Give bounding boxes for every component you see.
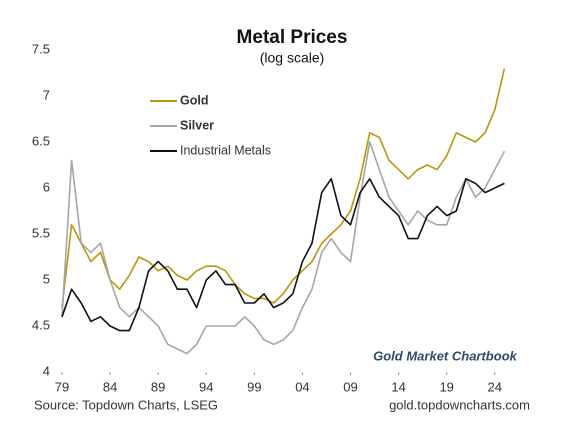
series-line [61, 141, 506, 355]
y-tick-label: 6 [43, 179, 50, 194]
x-tick-label: 79 [55, 379, 69, 394]
y-tick-label: 4.5 [32, 317, 50, 332]
x-tick-label: 84 [103, 379, 117, 394]
y-tick-label: 7.5 [32, 41, 50, 56]
x-tick-label: 09 [343, 379, 357, 394]
x-tick-label: 14 [391, 379, 405, 394]
series-line [61, 68, 506, 308]
website: gold.topdowncharts.com [389, 397, 530, 412]
x-tick-label: 99 [247, 379, 261, 394]
y-tick-label: 5.5 [32, 225, 50, 240]
y-tick-label: 6.5 [32, 133, 50, 148]
x-tick-label: 89 [151, 379, 165, 394]
legend-label: Silver [180, 118, 214, 132]
chart-title: Metal Prices [237, 27, 348, 48]
annotation: Gold Market Chartbook [373, 348, 518, 363]
x-tick-label: 94 [199, 379, 213, 394]
source: Source: Topdown Charts, LSEG [34, 397, 218, 412]
legend-label: Gold [180, 93, 208, 107]
series-line [61, 178, 505, 332]
y-tick-label: 7 [43, 87, 50, 102]
x-tick-label: 04 [295, 379, 309, 394]
x-tick-label: 24 [488, 379, 502, 394]
x-tick-label: 19 [439, 379, 453, 394]
y-tick-label: 4 [43, 363, 50, 378]
legend-label: Industrial Metals [180, 143, 271, 157]
chart-subtitle: (log scale) [260, 50, 325, 66]
y-tick-label: 5 [43, 271, 50, 286]
